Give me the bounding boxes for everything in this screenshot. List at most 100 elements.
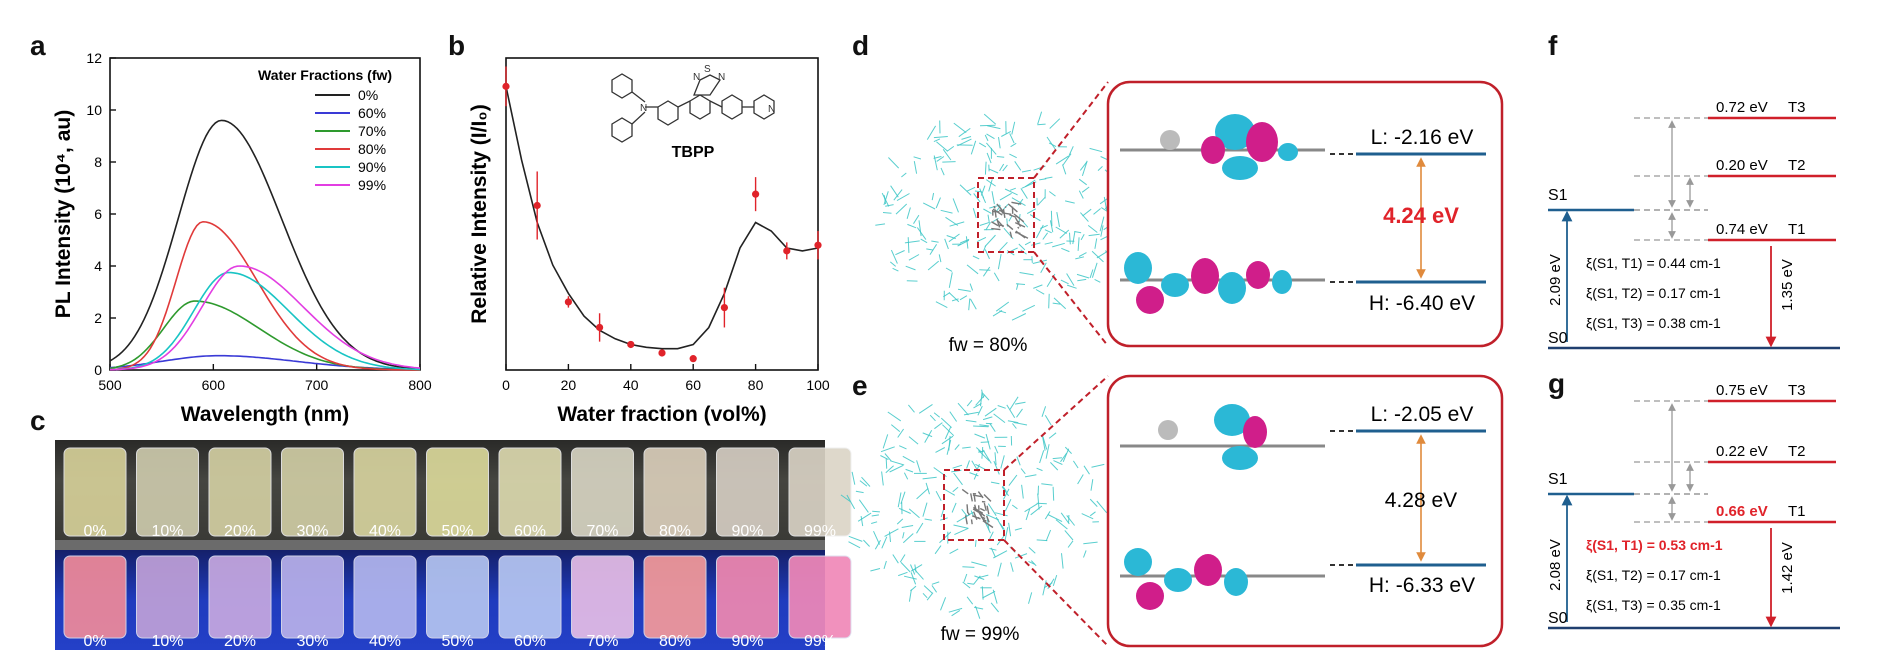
chart-b-xlabel: Water fraction (vol%) [557, 403, 766, 426]
vial-uv-label: 80% [659, 633, 691, 650]
chart-a-legend-label: 90% [358, 159, 386, 175]
vial-daylight [63, 447, 127, 537]
panel-label-b: b [448, 30, 466, 61]
s1-label-f: S1 [1548, 187, 1568, 204]
vial-daylight-label: 20% [224, 523, 256, 540]
vial-daylight [426, 447, 489, 537]
zoom-box-e [943, 469, 1005, 541]
lumo-energy-e: L: -2.05 eV [1371, 403, 1474, 426]
chart-a-xtick-label: 600 [202, 377, 226, 393]
chart-a-ytick-label: 6 [94, 206, 102, 222]
vial-uv [716, 555, 779, 639]
zoom-box-d [977, 177, 1035, 253]
chart-b-ylabel: Relative Intensity (I/I₀) [468, 104, 491, 324]
chart-a-ytick-label: 8 [94, 154, 102, 170]
vials-daylight-row: 0% 10% 20% 30% 40% 50% 60% 70% 80% 90% 99% [63, 447, 852, 540]
t3-label-g: T3 [1788, 382, 1806, 399]
vial-daylight [208, 447, 272, 537]
vial-uv [498, 555, 562, 639]
vial-uv-label: 99% [804, 633, 836, 650]
s0-label-g: S0 [1548, 610, 1568, 627]
vial-uv-label: 60% [514, 633, 546, 650]
chart-a-ylabel: PL Intensity (10⁴, au) [52, 110, 75, 318]
vial-daylight-label: 60% [514, 523, 546, 540]
vial-uv-label: 20% [224, 633, 256, 650]
chart-a-ytick-label: 0 [94, 362, 102, 378]
chart-b-xtick-label: 60 [685, 377, 701, 393]
t2-label-g: T2 [1788, 443, 1806, 460]
chart-a-ytick-label: 10 [86, 102, 102, 118]
panel-label-d: d [852, 30, 870, 61]
chart-a-xlabel: Wavelength (nm) [181, 403, 349, 426]
t1-energy-value-g: 0.66 eV [1716, 503, 1768, 520]
vial-uv [643, 555, 707, 639]
s1-energy-g: 2.08 eV [1547, 539, 1564, 591]
t1-energy-value-f: 0.74 eV [1716, 221, 1768, 238]
chart-b-xtick-label: 100 [806, 377, 830, 393]
molecular-cluster-80 [875, 111, 1136, 321]
chart-b-xtick-label: 20 [561, 377, 577, 393]
vial-uv-label: 30% [296, 633, 328, 650]
t2-energy-f: 0.20 eV [1716, 157, 1768, 174]
svg-text:N: N [718, 72, 725, 83]
chart-b-xtick-label: 0 [502, 377, 510, 393]
panel-e-md-snapshot: fw = 99% L: -2.05 eV H: -6.33 eV 4.28 eV [840, 374, 1504, 648]
t1-energy-f: 1.35 eV [1779, 259, 1796, 311]
chart-a-series-80pct [109, 220, 421, 371]
chart-b-point [658, 349, 666, 357]
vial-daylight-label: 99% [804, 523, 836, 540]
t2-label-f: T2 [1788, 157, 1806, 174]
chart-a-pl-spectra: 500 600 700 800 0 2 4 6 8 10 12 Wavelength (nm) PL… [52, 50, 432, 426]
vial-daylight-label: 70% [586, 523, 618, 540]
homo-orbital-d [1120, 252, 1325, 314]
chart-a-legend-label: 99% [358, 177, 386, 193]
vial-uv-label: 70% [586, 633, 618, 650]
photo-divider [55, 540, 825, 550]
panel-label-f: f [1548, 30, 1558, 61]
panel-label-c: c [30, 405, 46, 436]
vial-daylight-label: 0% [83, 523, 106, 540]
tbpp-molecule-structure [611, 73, 775, 143]
chart-b-point [783, 247, 791, 255]
zoom-line-d-bottom [1033, 251, 1109, 347]
vial-uv [136, 555, 199, 639]
homo-orbital-e [1120, 548, 1325, 610]
vial-uv-label: 10% [151, 633, 183, 650]
svg-text:N: N [640, 103, 647, 114]
homo-energy-e: H: -6.33 eV [1369, 574, 1475, 597]
panel-d-fw-label: fw = 80% [949, 335, 1028, 356]
chart-b-point [627, 340, 635, 349]
t3-label-f: T3 [1788, 99, 1806, 116]
chart-b-point [533, 201, 541, 210]
xi2-f: ξ(S1, T2) = 0.17 cm-1 [1586, 285, 1721, 301]
tbpp-compound-label: TBPP [672, 144, 715, 161]
chart-a-ytick-label: 4 [94, 258, 102, 274]
vial-daylight [498, 447, 562, 537]
t3-energy-f: 0.72 eV [1716, 99, 1768, 116]
chart-a-legend-title: Water Fractions (fw) [258, 67, 392, 83]
zoom-line-e-top [1003, 375, 1109, 471]
chart-a-legend-label: 60% [358, 105, 386, 121]
chart-b-fit-curve [505, 86, 819, 350]
vial-daylight-label: 50% [441, 523, 473, 540]
chart-b-point [502, 82, 510, 90]
chart-a-legend-label: 70% [358, 123, 386, 139]
gap-energy-e: 4.28 eV [1385, 489, 1457, 512]
svg-text:N: N [768, 104, 775, 115]
tbpp-atom-labels: NN NSN [640, 64, 775, 115]
homo-energy-d: H: -6.40 eV [1369, 292, 1475, 315]
t1-energy-g: 1.42 eV [1779, 542, 1796, 594]
vial-uv [208, 555, 272, 639]
t2-energy-g: 0.22 eV [1716, 443, 1768, 460]
chart-b-point [720, 304, 729, 312]
vial-uv [426, 555, 489, 639]
vial-daylight-label: 40% [369, 523, 401, 540]
chart-b-relative-intensity: 0 20 40 60 80 100 Water fraction (vol%) Relat… [468, 57, 830, 426]
vial-uv [571, 555, 634, 639]
s1-label-g: S1 [1548, 471, 1568, 488]
xi1-f: ξ(S1, T1) = 0.44 cm-1 [1586, 255, 1721, 271]
lumo-orbital-d [1120, 114, 1325, 180]
vial-daylight [571, 447, 634, 537]
xi2-g: ξ(S1, T2) = 0.17 cm-1 [1586, 567, 1721, 583]
